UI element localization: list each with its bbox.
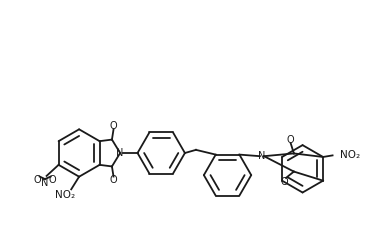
- Text: O: O: [280, 177, 288, 187]
- Text: NO₂: NO₂: [339, 150, 360, 160]
- Text: O: O: [34, 175, 41, 185]
- Text: NO₂: NO₂: [56, 190, 76, 200]
- Text: N: N: [258, 151, 265, 161]
- Text: O: O: [110, 121, 117, 131]
- Text: O: O: [287, 135, 295, 144]
- Text: N: N: [116, 148, 124, 158]
- Text: N: N: [41, 178, 49, 188]
- Text: O: O: [110, 175, 117, 185]
- Text: O: O: [48, 175, 56, 185]
